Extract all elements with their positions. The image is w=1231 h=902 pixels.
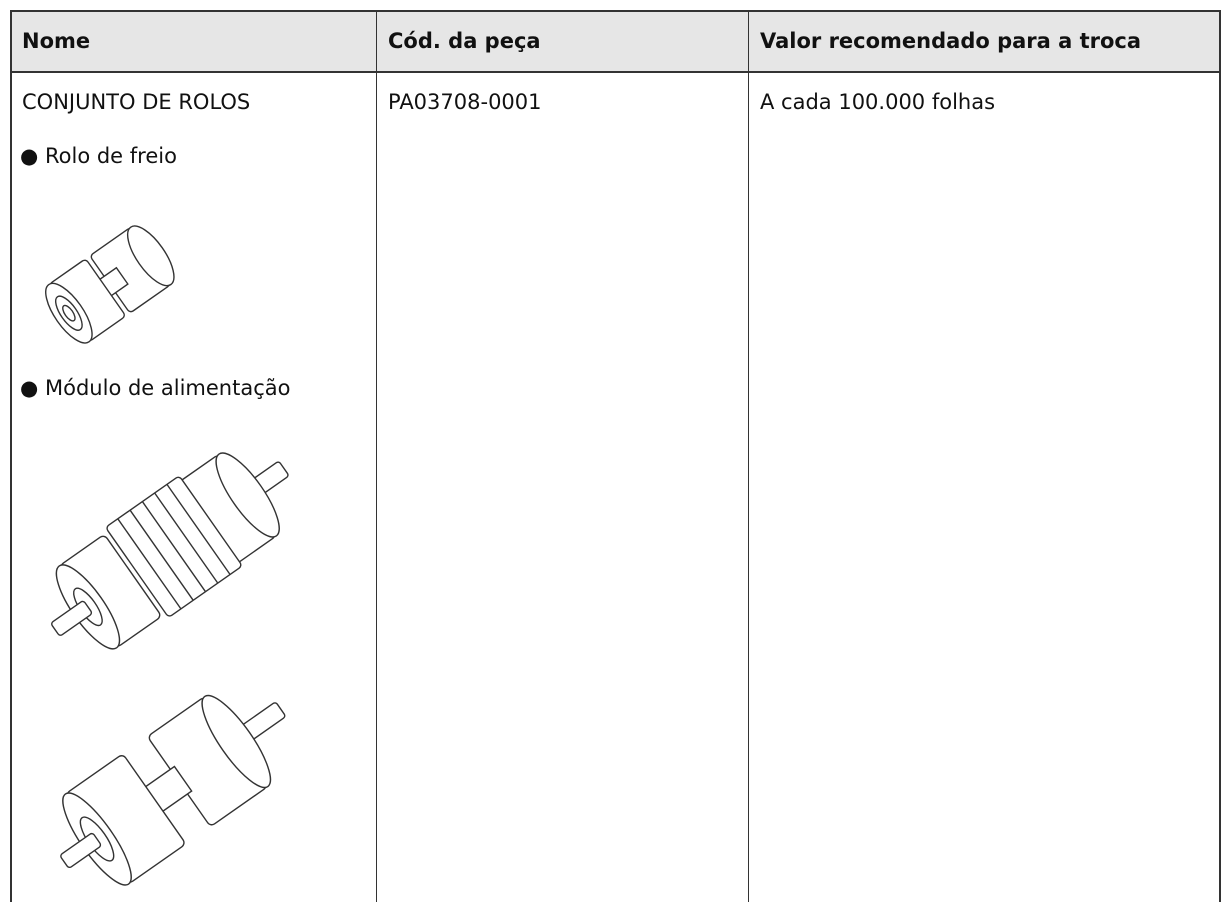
feed-roller-image	[60, 694, 286, 886]
part-item: ● Rolo de freio	[20, 144, 177, 168]
header-cell: Valor recomendado para a troca	[760, 29, 1142, 53]
header-cell: Cód. da peça	[388, 29, 541, 53]
border	[10, 71, 1221, 73]
border	[376, 10, 377, 902]
border	[748, 10, 749, 902]
feed-module-image	[51, 452, 289, 650]
part-item: ● Módulo de alimentação	[20, 376, 291, 400]
part-name: CONJUNTO DE ROLOS	[22, 90, 251, 114]
interval: A cada 100.000 folhas	[760, 90, 996, 114]
header-cell: Nome	[22, 29, 91, 53]
part-code: PA03708-0001	[388, 90, 542, 114]
border	[1219, 10, 1221, 902]
header-background	[10, 10, 1220, 72]
border	[10, 10, 12, 902]
brake-roller-image	[45, 225, 175, 344]
border	[10, 10, 1221, 12]
